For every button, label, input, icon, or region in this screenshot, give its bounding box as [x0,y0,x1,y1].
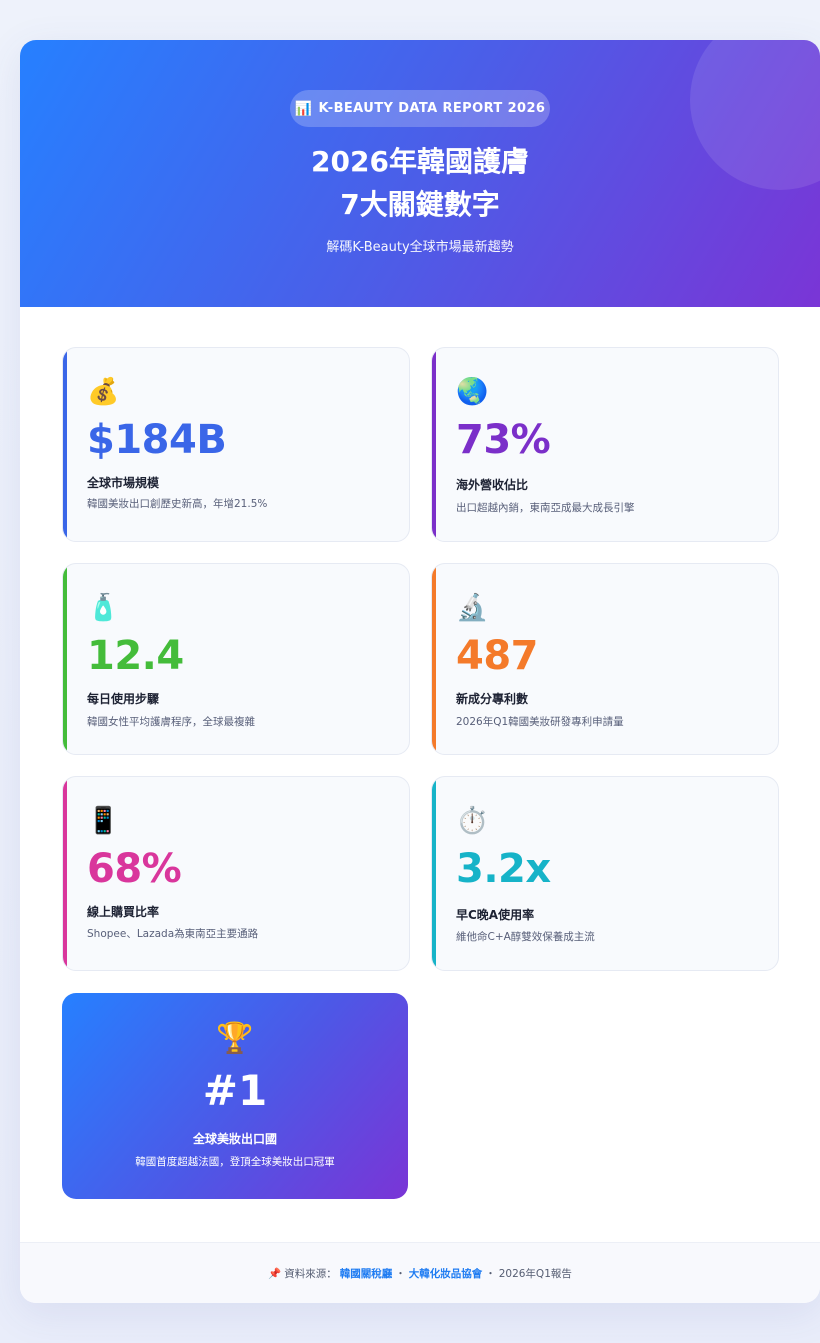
report-header: 📊 K-BEAUTY DATA REPORT 2026 2026年韓國護膚 7大… [20,40,820,307]
stat-label: 海外營收佔比 [456,478,529,492]
title-line-1: 2026年韓國護膚 [311,145,529,178]
stat-card-daily-steps: 🧴 12.4 每日使用步驟 韓國女性平均護膚程序，全球最複雜 [62,563,410,755]
stat-description: 維他命C+A醇雙效保養成主流 [456,931,595,943]
stat-value: $184B [87,417,227,463]
report-badge: 📊 K-BEAUTY DATA REPORT 2026 [290,90,550,127]
lotion-bottle-icon: 🧴 [87,593,120,623]
accent-bar [63,564,67,754]
source-link-cosmetics-association[interactable]: 大韓化妝品協會 [408,1267,483,1280]
stopwatch-icon: ⏱️ [456,806,489,836]
trophy-icon: 🏆 [216,1021,254,1056]
report-footer: 📌 資料來源： 韓國關稅廳 ・ 大韓化妝品協會 ・ 2026年Q1報告 [20,1242,820,1303]
feature-label: 全球美妝出口國 [192,1132,277,1146]
microscope-icon: 🔬 [456,593,489,623]
pushpin-icon: 📌 [268,1267,282,1280]
stat-description: 出口超越內銷，東南亞成最大成長引擎 [456,502,635,514]
source-link-customs[interactable]: 韓國關稅廳 [339,1267,393,1280]
source-prefix: 資料來源： [284,1267,337,1280]
stat-value: 3.2x [456,846,551,892]
accent-bar [432,348,436,541]
stat-description: Shopee、Lazada為東南亞主要通路 [87,928,259,940]
stat-description: 韓國美妝出口創歷史新高，年增21.5% [87,498,268,510]
stat-label: 線上購買比率 [87,905,160,919]
stat-value: 68% [87,846,182,892]
page-title: 2026年韓國護膚 7大關鍵數字 [20,140,820,226]
mobile-phone-icon: 📱 [87,806,120,836]
stat-value: 73% [456,417,551,463]
stat-label: 全球市場規模 [87,476,160,490]
page-subtitle: 解碼K-Beauty全球市場最新趨勢 [326,240,514,255]
stat-value: 487 [456,633,539,679]
money-bag-icon: 💰 [87,377,120,407]
accent-bar [432,777,436,970]
report-card: 📊 K-BEAUTY DATA REPORT 2026 2026年韓國護膚 7大… [20,40,820,1303]
report-period: 2026年Q1報告 [498,1267,572,1280]
source-separator: ・ [395,1267,406,1280]
globe-icon: 🌏 [456,377,489,407]
stat-card-online-purchase: 📱 68% 線上購買比率 Shopee、Lazada為東南亞主要通路 [62,776,410,971]
badge-text: K-BEAUTY DATA REPORT 2026 [318,101,546,116]
feature-card-top-exporter: 🏆 #1 全球美妝出口國 韓國首度超越法國，登頂全球美妝出口冠軍 [62,993,408,1199]
stat-description: 2026年Q1韓國美妝研發專利申請量 [456,716,624,728]
stat-description: 韓國女性平均護膚程序，全球最複雜 [87,716,255,728]
stat-value: 12.4 [87,633,184,679]
bar-chart-icon: 📊 [294,100,313,117]
stat-card-market-size: 💰 $184B 全球市場規模 韓國美妝出口創歷史新高，年增21.5% [62,347,410,542]
stat-card-vitamin-usage: ⏱️ 3.2x 早C晚A使用率 維他命C+A醇雙效保養成主流 [431,776,779,971]
stat-label: 早C晚A使用率 [456,908,535,922]
stat-card-overseas-revenue: 🌏 73% 海外營收佔比 出口超越內銷，東南亞成最大成長引擎 [431,347,779,542]
feature-description: 韓國首度超越法國，登頂全球美妝出口冠軍 [135,1156,335,1168]
stat-label: 新成分專利數 [456,692,529,706]
accent-bar [432,564,436,754]
stat-label: 每日使用步驟 [87,692,160,706]
accent-bar [63,348,67,541]
source-separator: ・ [485,1267,496,1280]
stat-card-patents: 🔬 487 新成分專利數 2026年Q1韓國美妝研發專利申請量 [431,563,779,755]
title-line-2: 7大關鍵數字 [340,188,500,221]
accent-bar [63,777,67,970]
feature-value: #1 [202,1066,268,1115]
